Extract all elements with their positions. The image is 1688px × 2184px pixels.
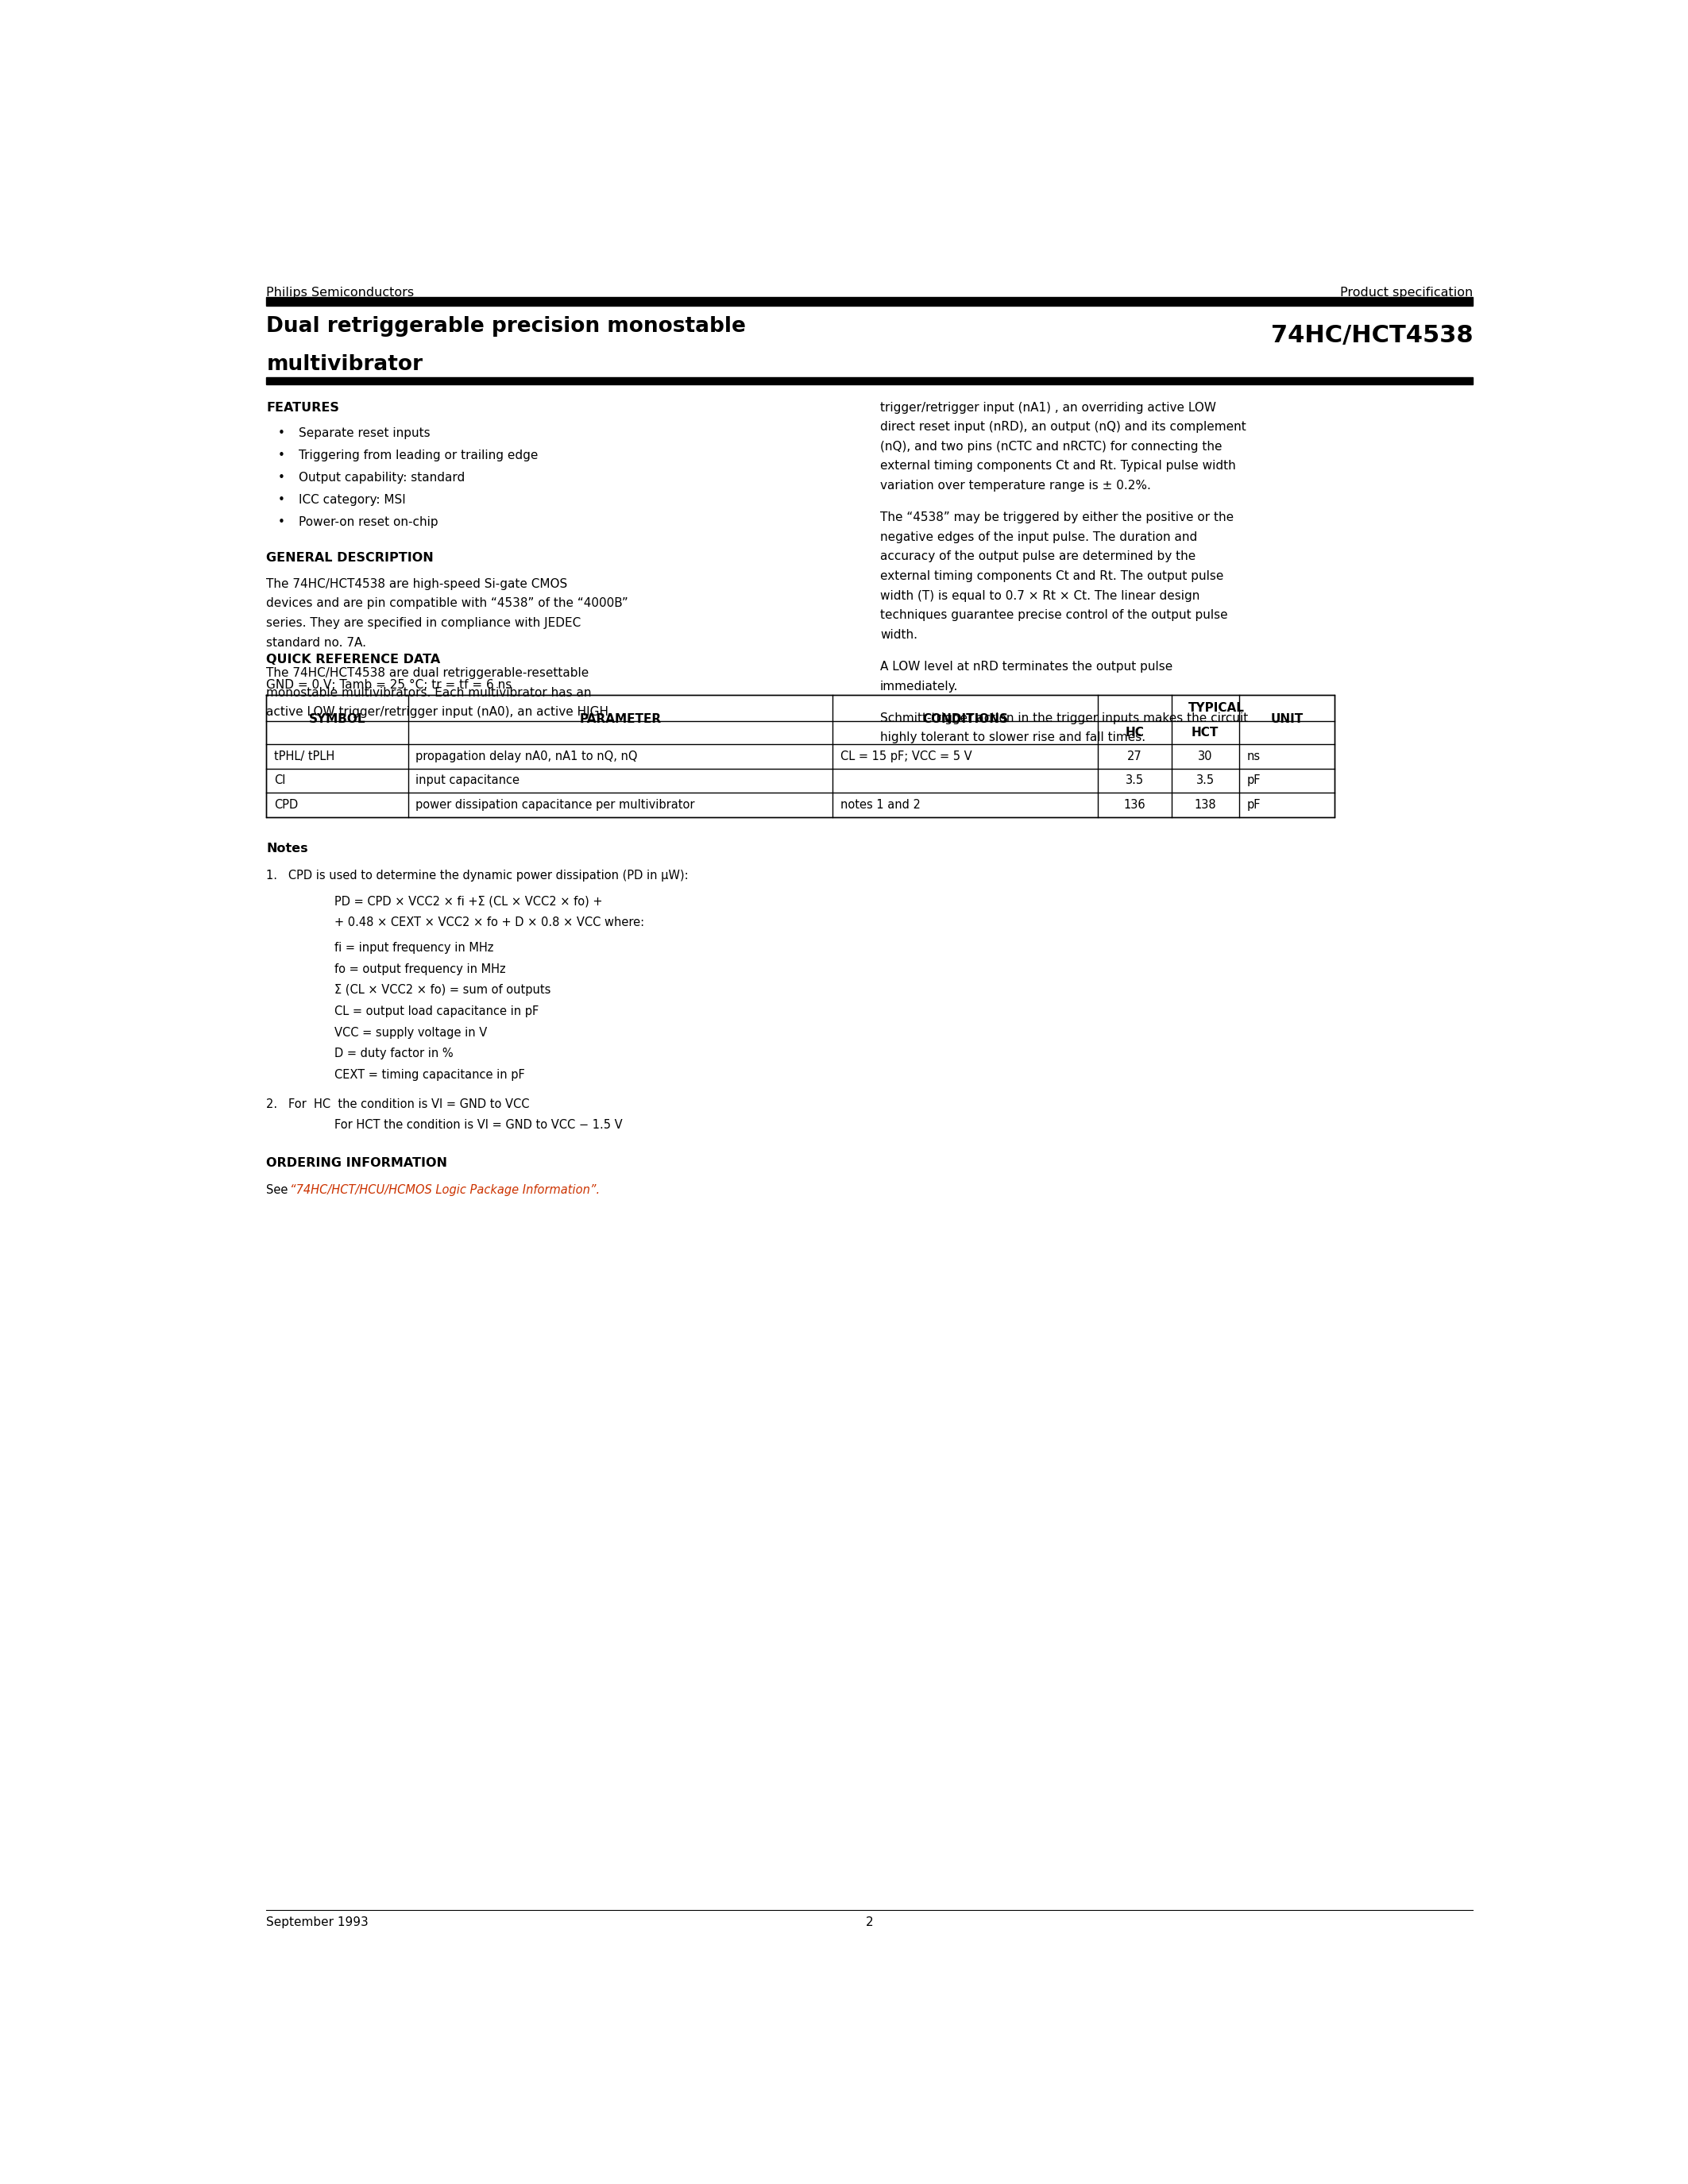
- Text: negative edges of the input pulse. The duration and: negative edges of the input pulse. The d…: [879, 531, 1197, 544]
- Text: multivibrator: multivibrator: [267, 354, 424, 373]
- Text: Output capability: standard: Output capability: standard: [299, 472, 464, 483]
- Text: UNIT: UNIT: [1271, 714, 1303, 725]
- Text: techniques guarantee precise control of the output pulse: techniques guarantee precise control of …: [879, 609, 1227, 620]
- Text: Dual retriggerable precision monostable: Dual retriggerable precision monostable: [267, 317, 746, 336]
- Text: D = duty factor in %: D = duty factor in %: [334, 1048, 452, 1059]
- Text: monostable multivibrators. Each multivibrator has an: monostable multivibrators. Each multivib…: [267, 686, 592, 699]
- Text: 2.   For  HC  the condition is VI = GND to VCC: 2. For HC the condition is VI = GND to V…: [267, 1099, 530, 1109]
- Text: Philips Semiconductors: Philips Semiconductors: [267, 286, 414, 299]
- Text: variation over temperature range is ± 0.2%.: variation over temperature range is ± 0.…: [879, 480, 1151, 491]
- Text: •: •: [277, 428, 285, 439]
- Text: 3.5: 3.5: [1197, 775, 1214, 786]
- Text: active LOW trigger/retrigger input (nA0), an active HIGH: active LOW trigger/retrigger input (nA0)…: [267, 705, 609, 719]
- Text: •: •: [277, 515, 285, 529]
- Text: QUICK REFERENCE DATA: QUICK REFERENCE DATA: [267, 653, 441, 666]
- Text: Product specification: Product specification: [1340, 286, 1474, 299]
- Text: •: •: [277, 472, 285, 483]
- Text: Separate reset inputs: Separate reset inputs: [299, 428, 430, 439]
- Text: propagation delay nA0, nA1 to nQ, nQ: propagation delay nA0, nA1 to nQ, nQ: [415, 751, 638, 762]
- Text: power dissipation capacitance per multivibrator: power dissipation capacitance per multiv…: [415, 799, 694, 810]
- Text: 2: 2: [866, 1915, 874, 1928]
- Text: standard no. 7A.: standard no. 7A.: [267, 638, 366, 649]
- Text: accuracy of the output pulse are determined by the: accuracy of the output pulse are determi…: [879, 550, 1195, 563]
- Text: A LOW level at nRD terminates the output pulse: A LOW level at nRD terminates the output…: [879, 662, 1173, 673]
- Text: width (T) is equal to 0.7 × Rt × Ct. The linear design: width (T) is equal to 0.7 × Rt × Ct. The…: [879, 590, 1200, 603]
- Text: ns: ns: [1246, 751, 1259, 762]
- Text: + 0.48 × CEXT × VCC2 × fo + D × 0.8 × VCC where:: + 0.48 × CEXT × VCC2 × fo + D × 0.8 × VC…: [334, 917, 645, 928]
- Text: CL = 15 pF; VCC = 5 V: CL = 15 pF; VCC = 5 V: [841, 751, 972, 762]
- Text: external timing components Ct and Rt. The output pulse: external timing components Ct and Rt. Th…: [879, 570, 1224, 583]
- Text: See: See: [267, 1184, 292, 1197]
- Text: direct reset input (nRD), an output (nQ) and its complement: direct reset input (nRD), an output (nQ)…: [879, 422, 1246, 432]
- Text: external timing components Ct and Rt. Typical pulse width: external timing components Ct and Rt. Ty…: [879, 461, 1236, 472]
- Text: PARAMETER: PARAMETER: [579, 714, 662, 725]
- Text: The 74HC/HCT4538 are dual retriggerable-resettable: The 74HC/HCT4538 are dual retriggerable-…: [267, 668, 589, 679]
- Text: •: •: [277, 494, 285, 507]
- Text: notes 1 and 2: notes 1 and 2: [841, 799, 920, 810]
- Text: For HCT the condition is VI = GND to VCC − 1.5 V: For HCT the condition is VI = GND to VCC…: [334, 1118, 623, 1131]
- Text: FEATURES: FEATURES: [267, 402, 339, 413]
- Text: pF: pF: [1246, 799, 1261, 810]
- Text: Triggering from leading or trailing edge: Triggering from leading or trailing edge: [299, 450, 538, 461]
- Text: trigger/retrigger input (nA1) , an overriding active LOW: trigger/retrigger input (nA1) , an overr…: [879, 402, 1215, 413]
- Text: CI: CI: [273, 775, 285, 786]
- Text: Σ (CL × VCC2 × fo) = sum of outputs: Σ (CL × VCC2 × fo) = sum of outputs: [334, 985, 550, 996]
- Text: fo = output frequency in MHz: fo = output frequency in MHz: [334, 963, 505, 974]
- Text: HC: HC: [1124, 727, 1144, 738]
- Text: 1.   CPD is used to determine the dynamic power dissipation (PD in μW):: 1. CPD is used to determine the dynamic …: [267, 869, 689, 882]
- Text: TYPICAL: TYPICAL: [1188, 701, 1244, 714]
- Text: HCT: HCT: [1192, 727, 1219, 738]
- Text: “74HC/HCT/HCU/HCMOS Logic Package Information”.: “74HC/HCT/HCU/HCMOS Logic Package Inform…: [290, 1184, 599, 1197]
- Text: VCC = supply voltage in V: VCC = supply voltage in V: [334, 1026, 486, 1037]
- Text: (nQ), and two pins (nCTC and nRCTC) for connecting the: (nQ), and two pins (nCTC and nRCTC) for …: [879, 441, 1222, 452]
- Text: input capacitance: input capacitance: [415, 775, 520, 786]
- Text: immediately.: immediately.: [879, 681, 959, 692]
- Text: SYMBOL: SYMBOL: [309, 714, 366, 725]
- Bar: [267, 378, 1474, 384]
- Text: ORDERING INFORMATION: ORDERING INFORMATION: [267, 1158, 447, 1168]
- Text: 138: 138: [1195, 799, 1215, 810]
- Text: The 74HC/HCT4538 are high-speed Si-gate CMOS: The 74HC/HCT4538 are high-speed Si-gate …: [267, 579, 567, 590]
- Text: 3.5: 3.5: [1126, 775, 1143, 786]
- Text: series. They are specified in compliance with JEDEC: series. They are specified in compliance…: [267, 618, 581, 629]
- Text: 30: 30: [1198, 751, 1212, 762]
- Text: CL = output load capacitance in pF: CL = output load capacitance in pF: [334, 1005, 538, 1018]
- Text: devices and are pin compatible with “4538” of the “4000B”: devices and are pin compatible with “453…: [267, 598, 628, 609]
- Text: highly tolerant to slower rise and fall times.: highly tolerant to slower rise and fall …: [879, 732, 1146, 743]
- Text: pF: pF: [1246, 775, 1261, 786]
- Text: •: •: [277, 450, 285, 461]
- Text: 74HC/HCT4538: 74HC/HCT4538: [1271, 323, 1474, 347]
- Text: Notes: Notes: [267, 843, 309, 854]
- Text: ICC category: MSI: ICC category: MSI: [299, 494, 405, 507]
- Text: CPD: CPD: [273, 799, 297, 810]
- Text: Power-on reset on-chip: Power-on reset on-chip: [299, 515, 437, 529]
- Text: Schmitt-trigger action in the trigger inputs makes the circuit: Schmitt-trigger action in the trigger in…: [879, 712, 1247, 725]
- Text: CONDITIONS: CONDITIONS: [922, 714, 1008, 725]
- Text: September 1993: September 1993: [267, 1915, 368, 1928]
- Bar: [267, 297, 1474, 306]
- Text: GENERAL DESCRIPTION: GENERAL DESCRIPTION: [267, 553, 434, 563]
- Text: GND = 0 V; Tamb = 25 °C; tr = tf = 6 ns: GND = 0 V; Tamb = 25 °C; tr = tf = 6 ns: [267, 679, 511, 690]
- Text: The “4538” may be triggered by either the positive or the: The “4538” may be triggered by either th…: [879, 511, 1234, 524]
- Text: 27: 27: [1128, 751, 1141, 762]
- Text: 136: 136: [1124, 799, 1146, 810]
- Text: tPHL/ tPLH: tPHL/ tPLH: [273, 751, 334, 762]
- Text: CEXT = timing capacitance in pF: CEXT = timing capacitance in pF: [334, 1068, 525, 1081]
- Text: width.: width.: [879, 629, 918, 640]
- Text: fi = input frequency in MHz: fi = input frequency in MHz: [334, 941, 493, 954]
- Text: PD = CPD × VCC2 × fi +Σ (CL × VCC2 × fo) +: PD = CPD × VCC2 × fi +Σ (CL × VCC2 × fo)…: [334, 895, 603, 909]
